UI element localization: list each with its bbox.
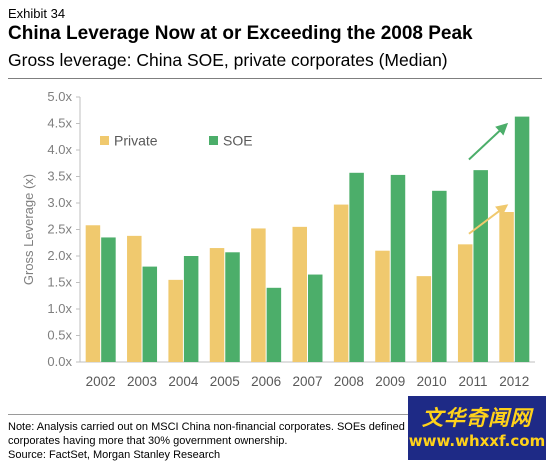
y-tick-label: 1.0x [47, 301, 72, 316]
y-tick-label: 2.0x [47, 248, 72, 263]
x-tick-label: 2004 [168, 374, 199, 389]
bar-private-2006 [251, 228, 266, 362]
x-tick-label: 2006 [251, 374, 281, 389]
bar-soe-2004 [183, 256, 199, 362]
x-tick-label: 2005 [210, 374, 240, 389]
bar-chart: 0.0x 0.5x 1.0x 1.5x 2.0x 2.5x 3.0x 3.5x 4.0x 4.5x… [21, 89, 535, 389]
footer-divider [8, 414, 542, 415]
bar-private-2004 [168, 279, 183, 362]
watermark-url: www.whxxf.com [408, 432, 546, 450]
bar-soe-2009 [390, 174, 406, 362]
legend-label-private: Private [114, 133, 158, 149]
y-tick-label: 1.5x [47, 275, 72, 290]
y-tick-label: 0.0x [47, 354, 72, 369]
bar-soe-2007 [308, 274, 323, 362]
bar-soe-2003 [142, 266, 158, 362]
watermark-logo: 文华奇闻网 www.whxxf.com [408, 396, 546, 460]
chart-title: China Leverage Now at or Exceeding the 2… [8, 23, 473, 44]
y-tick-label: 4.5x [47, 116, 72, 131]
bar-private-2005 [209, 248, 225, 362]
x-tick-label: 2002 [86, 374, 116, 389]
bar-soe-2005 [225, 252, 240, 362]
bar-private-2003 [127, 235, 142, 362]
note-line-2: corporates having more that 30% governme… [8, 435, 288, 447]
x-tick-label: 2012 [499, 374, 529, 389]
source-line: Source: FactSet, Morgan Stanley Research [8, 449, 221, 461]
footer-notes: Note: Analysis carried out on MSCI China… [8, 420, 408, 462]
bar-soe-2008 [349, 172, 364, 362]
y-tick-label: 3.5x [47, 169, 72, 184]
y-tick-label: 5.0x [47, 89, 72, 104]
bar-soe-2006 [266, 287, 282, 362]
legend-swatch-private [100, 136, 109, 145]
legend-label-soe: SOE [223, 133, 253, 149]
bar-soe-2012 [514, 116, 530, 362]
trend-arrow [468, 122, 509, 161]
legend-swatch-soe [209, 136, 218, 145]
y-tick-label: 0.5x [47, 328, 72, 343]
chart-subtitle: Gross leverage: China SOE, private corpo… [8, 50, 448, 70]
bar-private-2010 [416, 276, 432, 362]
y-tick-label: 3.0x [47, 195, 72, 210]
bar-soe-2010 [432, 190, 447, 362]
x-tick-label: 2007 [292, 374, 322, 389]
x-tick-label: 2009 [375, 374, 405, 389]
header-divider [8, 78, 542, 79]
bar-private-2007 [292, 226, 307, 362]
x-tick-label: 2003 [127, 374, 157, 389]
exhibit-label: Exhibit 34 [8, 6, 66, 21]
bar-private-2012 [499, 212, 514, 362]
trend-arrow [468, 204, 509, 235]
x-tick-label: 2008 [334, 374, 364, 389]
bar-soe-2002 [101, 237, 116, 362]
y-tick-label: 4.0x [47, 142, 72, 157]
note-line-1: Note: Analysis carried out on MSCI China… [8, 421, 408, 433]
bar-soe-2011 [473, 170, 488, 362]
x-tick-label: 2010 [417, 374, 447, 389]
x-tick-label: 2011 [458, 374, 487, 389]
watermark-text: 文华奇闻网 [422, 405, 532, 430]
bar-private-2002 [85, 225, 101, 362]
bar-private-2008 [333, 204, 349, 362]
y-axis-title: Gross Leverage (x) [21, 174, 36, 285]
bar-private-2011 [457, 244, 473, 362]
bar-private-2009 [375, 250, 390, 362]
y-tick-label: 2.5x [47, 222, 72, 237]
